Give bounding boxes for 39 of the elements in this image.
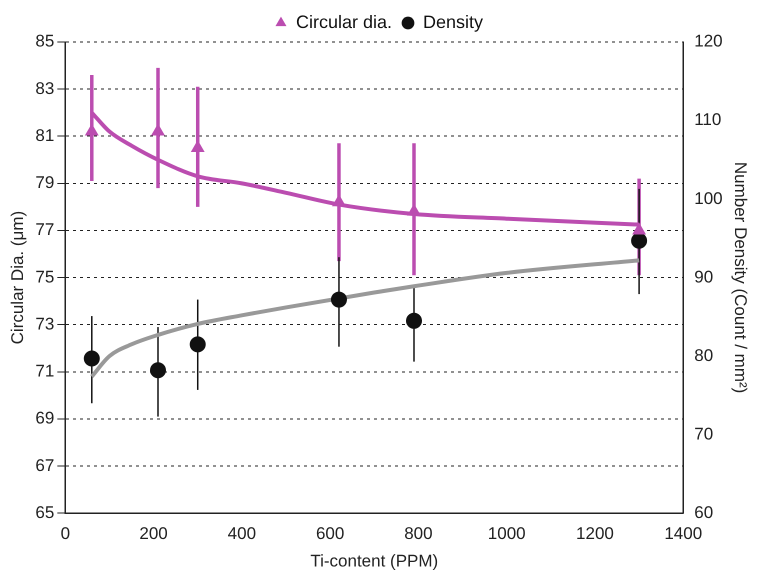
x-tick-label: 1400 — [664, 524, 702, 544]
y2-axis-title: Number Density (Count / mm²) — [731, 162, 750, 394]
point — [150, 362, 166, 378]
point — [190, 336, 206, 352]
legend-label: Density — [423, 12, 484, 32]
y-tick-label: 81 — [35, 126, 54, 145]
y2-tick-label: 110 — [694, 110, 722, 130]
y-tick-label: 85 — [35, 32, 54, 51]
y-tick-label: 73 — [35, 314, 54, 334]
legend-label: Circular dia. — [296, 12, 392, 32]
y2-tick-label: 100 — [694, 188, 723, 208]
point — [406, 312, 422, 329]
x-axis-title: Ti-content (PPM) — [310, 551, 438, 570]
y-tick-label: 75 — [35, 267, 54, 286]
point — [84, 350, 100, 366]
y-tick-label: 83 — [35, 78, 54, 98]
point — [330, 292, 347, 308]
y2-tick-label: 80 — [694, 346, 714, 365]
point — [632, 222, 646, 234]
y2-tick-label: 120 — [694, 32, 723, 51]
x-tick-label: 200 — [139, 524, 168, 544]
y-tick-label: 67 — [35, 456, 54, 475]
y-tick-label: 65 — [35, 502, 54, 522]
y2-tick-label: 90 — [694, 267, 714, 286]
point — [631, 232, 648, 249]
x-tick-label: 1200 — [576, 524, 614, 544]
y-axis-title: Circular Dia. (μm) — [8, 210, 27, 344]
y-tick-label: 69 — [35, 408, 54, 428]
line-series — [90, 258, 642, 379]
y-tick-label: 77 — [35, 220, 54, 240]
x-tick-label: 600 — [316, 524, 344, 544]
y-tick-label: 71 — [35, 362, 54, 381]
x-tick-label: 0 — [60, 524, 70, 544]
x-tick-label: 1000 — [488, 524, 526, 544]
y2-tick-label: 60 — [694, 502, 714, 522]
x-tick-label: 400 — [228, 524, 256, 544]
x-tick-label: 800 — [404, 524, 433, 544]
y2-tick-label: 70 — [694, 424, 714, 444]
y-tick-label: 79 — [35, 173, 54, 192]
